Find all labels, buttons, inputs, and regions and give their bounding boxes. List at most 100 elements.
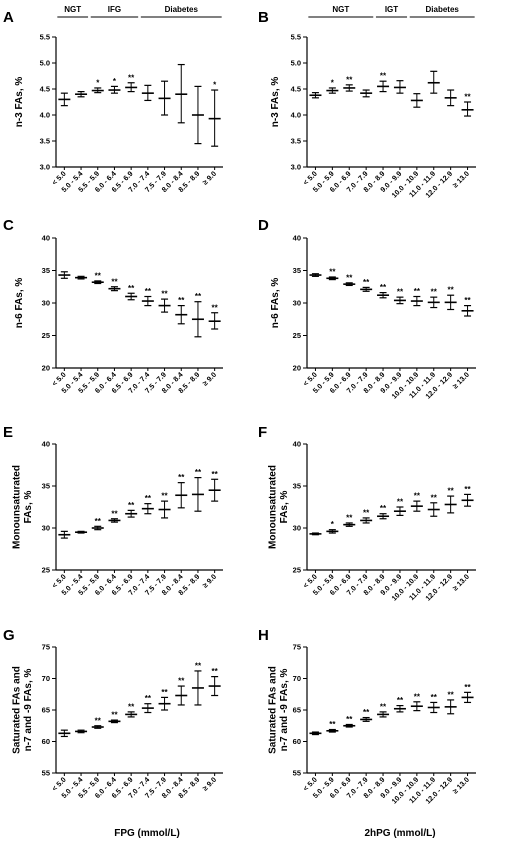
significance-stars: **: [212, 470, 219, 479]
panel-label: H: [258, 627, 269, 644]
significance-stars: **: [397, 498, 404, 507]
x-axis-label-left: FPG (mmol/L): [114, 828, 180, 839]
group-label: Diabetes: [165, 5, 199, 14]
significance-stars: **: [128, 73, 135, 82]
y-tick-label: 25: [42, 331, 50, 340]
significance-stars: **: [128, 702, 135, 711]
y-tick-label: 60: [42, 737, 50, 746]
x-tick-label: ≥ 13.0: [451, 572, 471, 592]
y-tick-label: 75: [293, 643, 301, 652]
y-tick-label: 5.5: [40, 33, 50, 42]
y-axis-label: n-3 FAs, %: [14, 77, 25, 128]
y-tick-label: 30: [293, 299, 301, 308]
significance-stars: **: [414, 287, 421, 296]
significance-stars: **: [145, 694, 152, 703]
y-tick-label: 3.5: [291, 137, 301, 146]
y-tick-label: 5.5: [291, 33, 301, 42]
significance-stars: **: [448, 690, 455, 699]
group-label: Diabetes: [426, 5, 460, 14]
y-tick-label: 55: [293, 769, 301, 778]
panel-label: F: [258, 424, 267, 441]
significance-stars: **: [329, 268, 336, 277]
significance-stars: *: [213, 81, 217, 90]
significance-stars: **: [111, 711, 118, 720]
x-tick-label: ≥ 9.0: [200, 169, 218, 187]
y-tick-label: 30: [42, 524, 50, 533]
significance-stars: **: [380, 72, 387, 81]
y-tick-label: 3.0: [40, 163, 50, 172]
significance-stars: **: [397, 288, 404, 297]
significance-stars: **: [431, 693, 438, 702]
y-tick-label: 70: [42, 674, 50, 683]
significance-stars: **: [95, 271, 102, 280]
panel-label: G: [3, 627, 15, 644]
significance-stars: **: [195, 292, 202, 301]
y-tick-label: 3.5: [40, 137, 50, 146]
y-tick-label: 20: [42, 364, 50, 373]
significance-stars: **: [329, 720, 336, 729]
y-tick-label: 40: [42, 234, 50, 243]
significance-stars: **: [178, 473, 185, 482]
group-label: NGT: [64, 5, 81, 14]
panel-label: B: [258, 9, 269, 26]
significance-stars: **: [195, 661, 202, 670]
significance-stars: **: [380, 283, 387, 292]
x-axis-label-right: 2hPG (mmol/L): [364, 828, 435, 839]
y-tick-label: 40: [293, 440, 301, 449]
x-tick-label: ≥ 13.0: [451, 370, 471, 390]
y-tick-label: 55: [42, 769, 50, 778]
significance-stars: **: [448, 286, 455, 295]
y-tick-label: 3.0: [291, 163, 301, 172]
y-tick-label: 5.0: [291, 59, 301, 68]
y-tick-label: 25: [293, 331, 301, 340]
y-tick-label: 65: [293, 706, 301, 715]
y-tick-label: 70: [293, 674, 301, 683]
x-tick-label: ≥ 9.0: [200, 370, 218, 388]
y-tick-label: 75: [42, 643, 50, 652]
significance-stars: **: [464, 296, 471, 305]
significance-stars: *: [113, 77, 117, 86]
significance-stars: **: [346, 513, 353, 522]
significance-stars: **: [128, 284, 135, 293]
y-axis-label: n-6 FAs, %: [270, 278, 281, 329]
significance-stars: **: [414, 692, 421, 701]
y-axis-label: MonounsaturatedFAs, %: [12, 465, 35, 549]
significance-stars: *: [331, 78, 335, 87]
y-tick-label: 4.5: [291, 85, 301, 94]
panel-h: H Saturated FAs andn-7 and -9 FAs, % 55 60 6…: [258, 627, 476, 806]
significance-stars: **: [346, 273, 353, 282]
panel-label: C: [3, 217, 14, 234]
y-tick-label: 35: [42, 482, 50, 491]
significance-stars: **: [448, 487, 455, 496]
panel-a: An-3 FAs, %3.03.54.04.55.05.5< 5.05.0 - …: [3, 5, 223, 194]
significance-stars: **: [363, 708, 370, 717]
significance-stars: **: [178, 296, 185, 305]
y-tick-label: 65: [42, 706, 50, 715]
significance-stars: **: [161, 290, 168, 299]
y-tick-label: 60: [293, 737, 301, 746]
y-tick-label: 20: [293, 364, 301, 373]
significance-stars: **: [431, 493, 438, 502]
x-tick-label: ≥ 13.0: [451, 775, 471, 795]
y-tick-label: 4.5: [40, 85, 50, 94]
y-axis-label: MonounsaturatedFAs, %: [268, 465, 291, 549]
significance-stars: *: [331, 520, 335, 529]
significance-stars: **: [380, 702, 387, 711]
x-tick-label: ≥ 9.0: [200, 775, 218, 793]
significance-stars: **: [145, 287, 152, 296]
panel-label: D: [258, 217, 269, 234]
significance-stars: **: [145, 494, 152, 503]
x-tick-label: ≥ 13.0: [451, 169, 471, 189]
y-tick-label: 30: [293, 524, 301, 533]
y-tick-label: 35: [293, 482, 301, 491]
significance-stars: **: [212, 667, 219, 676]
y-tick-label: 4.0: [40, 111, 50, 120]
significance-stars: **: [111, 277, 118, 286]
y-tick-label: 25: [293, 566, 301, 575]
group-label: NGT: [332, 5, 349, 14]
y-axis-label: n-3 FAs, %: [270, 77, 281, 128]
y-tick-label: 40: [293, 234, 301, 243]
